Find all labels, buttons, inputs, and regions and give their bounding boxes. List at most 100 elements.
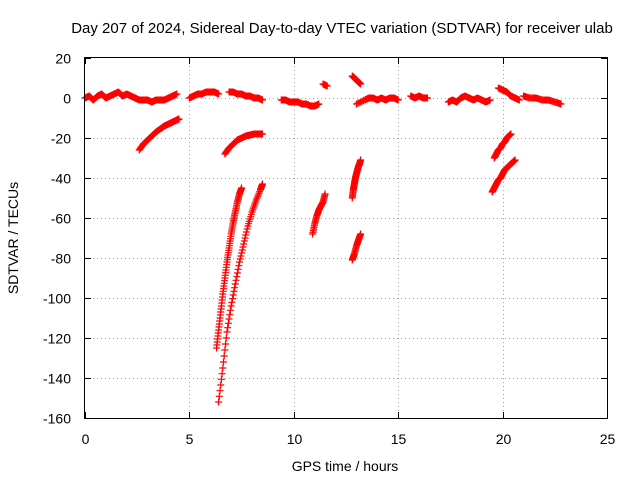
- data-point: [224, 324, 232, 332]
- plot-frame: [84, 57, 608, 419]
- data-point: [235, 262, 243, 270]
- data-point: [236, 258, 244, 266]
- series: [185, 88, 223, 102]
- data-point: [315, 100, 323, 108]
- data-point: [252, 196, 260, 204]
- series: [352, 94, 402, 108]
- data-points: [81, 72, 565, 406]
- data-point: [255, 189, 263, 197]
- data-point: [222, 334, 230, 342]
- data-point: [233, 273, 241, 281]
- data-point: [357, 156, 365, 164]
- data-point: [215, 90, 223, 98]
- series: [319, 80, 331, 90]
- y-tick-label: -20: [51, 131, 71, 147]
- data-point: [219, 364, 227, 372]
- data-point: [236, 255, 244, 263]
- series: [309, 190, 329, 238]
- data-point: [507, 130, 515, 138]
- data-point: [258, 130, 266, 138]
- series: [519, 92, 565, 108]
- data-point: [321, 190, 329, 198]
- y-tick-label: -40: [51, 171, 71, 187]
- series: [213, 184, 246, 352]
- series: [488, 156, 519, 196]
- x-tick-label: 10: [287, 431, 303, 447]
- series: [490, 130, 515, 162]
- data-point: [220, 358, 228, 366]
- data-point: [224, 319, 232, 327]
- data-point: [242, 231, 250, 239]
- x-tick-label: 20: [496, 431, 512, 447]
- data-point: [423, 94, 431, 102]
- data-point: [217, 381, 225, 389]
- data-point: [238, 249, 246, 257]
- data-point: [237, 252, 245, 260]
- y-tick-label: 0: [63, 91, 71, 107]
- y-tick-label: -160: [43, 411, 71, 427]
- y-tick-label: -60: [51, 211, 71, 227]
- series: [135, 115, 183, 154]
- series: [407, 92, 431, 102]
- data-point: [238, 184, 246, 192]
- data-point: [557, 100, 565, 108]
- data-point: [240, 237, 248, 245]
- data-point: [223, 328, 231, 336]
- y-axis-title: SDTVAR / TECUs: [5, 182, 21, 294]
- data-point: [229, 291, 237, 299]
- data-point: [515, 96, 523, 104]
- y-tick-label: -100: [43, 291, 71, 307]
- data-point: [258, 180, 266, 188]
- data-point: [230, 287, 238, 295]
- grid: [85, 58, 607, 418]
- data-point: [233, 269, 241, 277]
- data-point: [242, 228, 250, 236]
- data-point: [357, 80, 365, 88]
- data-point: [228, 298, 236, 306]
- data-point: [215, 392, 223, 400]
- data-point: [511, 156, 519, 164]
- chart-title: Day 207 of 2024, Sidereal Day-to-day VTE…: [71, 20, 613, 37]
- x-tick-label: 0: [82, 431, 90, 447]
- data-point: [240, 240, 248, 248]
- data-point: [254, 191, 262, 199]
- series: [348, 156, 365, 202]
- data-point: [215, 398, 223, 406]
- data-point: [394, 96, 402, 104]
- series: [444, 92, 494, 106]
- data-point: [239, 243, 247, 251]
- data-point: [231, 284, 239, 292]
- data-point: [229, 295, 237, 303]
- data-point: [234, 265, 242, 273]
- data-point: [232, 276, 240, 284]
- data-point: [357, 230, 365, 238]
- data-point: [253, 194, 261, 202]
- data-point: [220, 352, 228, 360]
- data-point: [243, 225, 251, 233]
- x-tick-label: 25: [600, 431, 616, 447]
- y-tick-label: -140: [43, 371, 71, 387]
- series: [221, 130, 266, 158]
- data-point: [222, 340, 230, 348]
- data-point: [173, 90, 181, 98]
- data-point: [226, 306, 234, 314]
- tick-labels: 0 5 10 15 20 25 20 0 -20 -40 -60 -80 -100 -120 -140 -16…: [43, 51, 616, 448]
- data-point: [175, 115, 183, 123]
- data-point: [238, 246, 246, 254]
- y-tick-label: 20: [55, 51, 71, 67]
- x-axis-title: GPS time / hours: [292, 458, 399, 474]
- series: [225, 88, 266, 104]
- x-tick-label: 15: [391, 431, 407, 447]
- data-point: [323, 82, 331, 90]
- data-point: [225, 315, 233, 323]
- series: [277, 96, 323, 110]
- data-point: [254, 193, 262, 201]
- series: [348, 230, 365, 264]
- data-point: [486, 96, 494, 104]
- data-point: [226, 311, 234, 319]
- data-point: [231, 280, 239, 288]
- series: [494, 84, 523, 104]
- data-point: [216, 387, 224, 395]
- series: [81, 88, 181, 106]
